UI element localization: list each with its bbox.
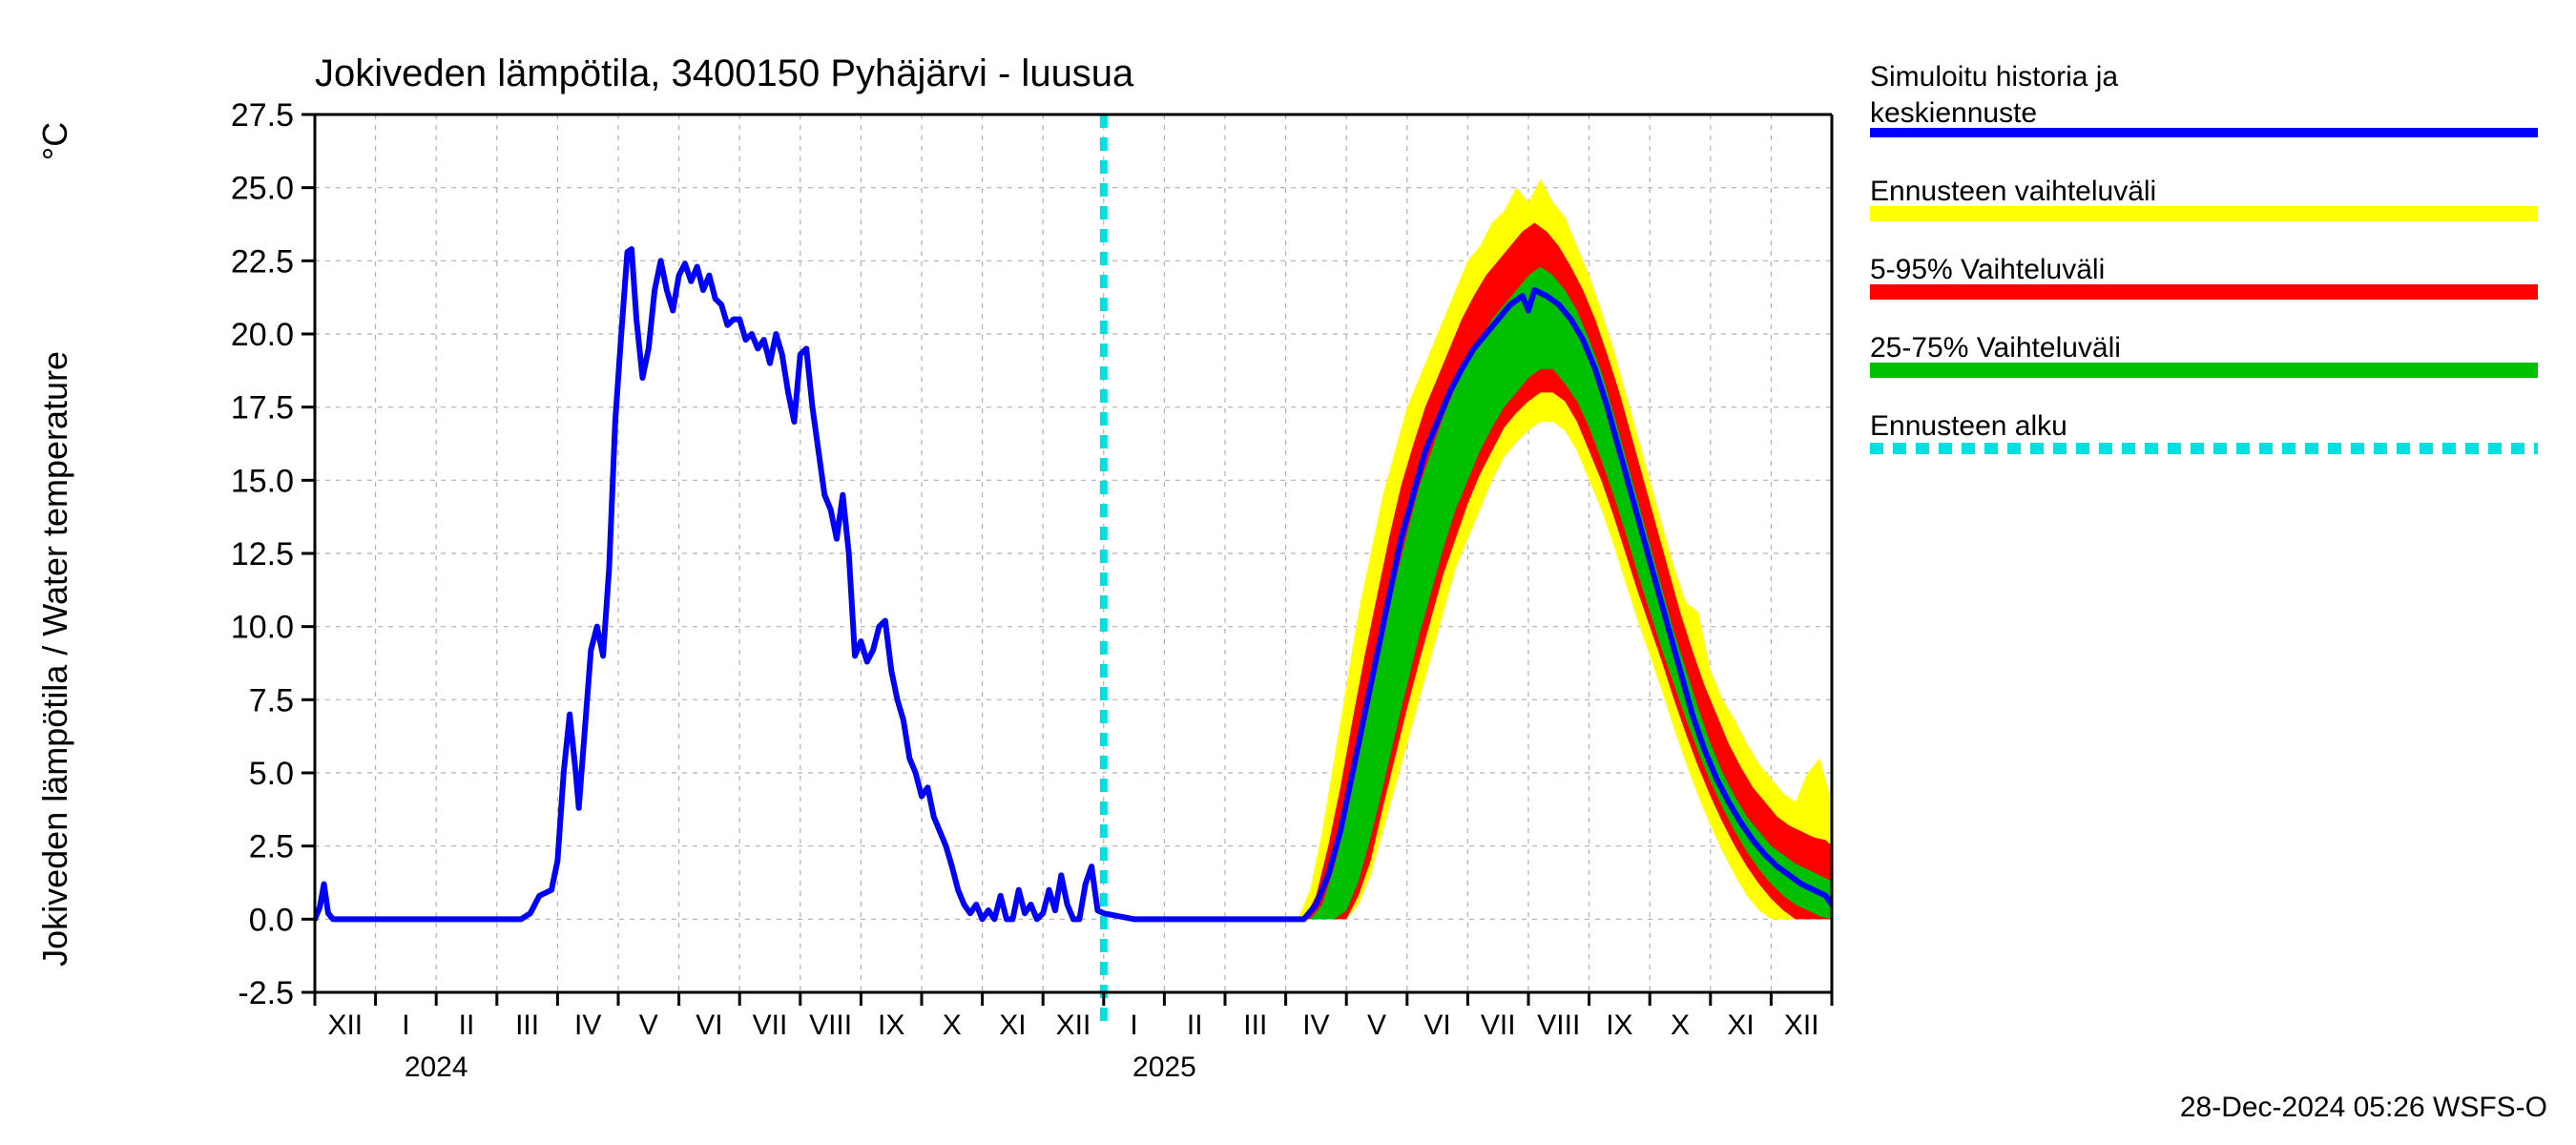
svg-text:5-95% Vaihteluväli: 5-95% Vaihteluväli (1870, 254, 2105, 285)
svg-text:2024: 2024 (405, 1051, 468, 1083)
svg-text:X: X (943, 1010, 962, 1041)
y-axis-unit: °C (35, 122, 74, 160)
svg-text:VII: VII (1481, 1010, 1516, 1041)
svg-text:25.0: 25.0 (231, 171, 294, 207)
chart-title: Jokiveden lämpötila, 3400150 Pyhäjärvi -… (315, 52, 1134, 94)
svg-text:2025: 2025 (1132, 1051, 1196, 1083)
svg-text:27.5: 27.5 (231, 97, 294, 134)
svg-text:I: I (402, 1010, 409, 1041)
svg-text:XII: XII (1056, 1010, 1091, 1041)
svg-text:I: I (1130, 1010, 1137, 1041)
svg-text:XII: XII (1784, 1010, 1819, 1041)
svg-text:III: III (1243, 1010, 1267, 1041)
y-axis-label: Jokiveden lämpötila / Water temperature (35, 351, 74, 967)
svg-text:XII: XII (327, 1010, 363, 1041)
svg-text:X: X (1671, 1010, 1690, 1041)
svg-text:0.0: 0.0 (249, 902, 294, 938)
chart-container: -2.5 0.0 2.5 5.0 7.5 10.0 12.5 15.0 17.5 20.0 22.5… (0, 0, 2576, 1145)
timestamp: 28-Dec-2024 05:26 WSFS-O (2180, 1092, 2547, 1123)
svg-text:VI: VI (696, 1010, 722, 1041)
svg-text:V: V (1367, 1010, 1386, 1041)
svg-text:-2.5: -2.5 (238, 975, 294, 1011)
svg-text:10.0: 10.0 (231, 610, 294, 646)
water-temperature-chart: -2.5 0.0 2.5 5.0 7.5 10.0 12.5 15.0 17.5 20.0 22.5… (0, 0, 2576, 1145)
svg-text:V: V (639, 1010, 658, 1041)
svg-text:VI: VI (1423, 1010, 1450, 1041)
svg-text:2.5: 2.5 (249, 829, 294, 865)
svg-text:15.0: 15.0 (231, 463, 294, 499)
svg-text:Simuloitu historia ja: Simuloitu historia ja (1870, 61, 2118, 93)
svg-text:25-75% Vaihteluväli: 25-75% Vaihteluväli (1870, 332, 2121, 364)
svg-text:Ennusteen alku: Ennusteen alku (1870, 410, 2067, 442)
svg-text:20.0: 20.0 (231, 317, 294, 353)
svg-text:IV: IV (574, 1010, 601, 1041)
svg-text:II: II (459, 1010, 475, 1041)
svg-text:XI: XI (999, 1010, 1026, 1041)
svg-text:12.5: 12.5 (231, 536, 294, 572)
svg-text:5.0: 5.0 (249, 756, 294, 792)
svg-text:17.5: 17.5 (231, 390, 294, 427)
svg-text:VIII: VIII (809, 1010, 852, 1041)
svg-text:IX: IX (878, 1010, 904, 1041)
svg-text:Ennusteen vaihteluväli: Ennusteen vaihteluväli (1870, 176, 2156, 207)
svg-text:7.5: 7.5 (249, 682, 294, 718)
svg-text:keskiennuste: keskiennuste (1870, 97, 2037, 129)
svg-text:XI: XI (1727, 1010, 1754, 1041)
svg-text:IX: IX (1606, 1010, 1632, 1041)
svg-text:II: II (1187, 1010, 1203, 1041)
svg-text:VII: VII (753, 1010, 788, 1041)
svg-text:IV: IV (1302, 1010, 1329, 1041)
svg-text:VIII: VIII (1537, 1010, 1580, 1041)
svg-text:22.5: 22.5 (231, 243, 294, 280)
svg-text:III: III (515, 1010, 539, 1041)
